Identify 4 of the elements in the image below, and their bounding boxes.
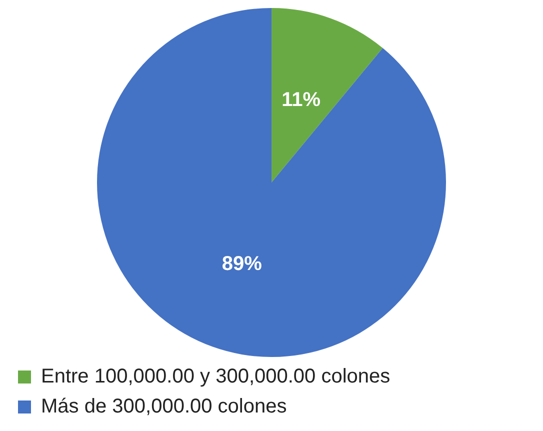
legend-label: Más de 300,000.00 colones <box>41 396 287 418</box>
data-label: 89% <box>222 253 262 276</box>
data-label: 11% <box>282 88 321 111</box>
legend-label: Entre 100,000.00 y 300,000.00 colones <box>41 366 390 388</box>
